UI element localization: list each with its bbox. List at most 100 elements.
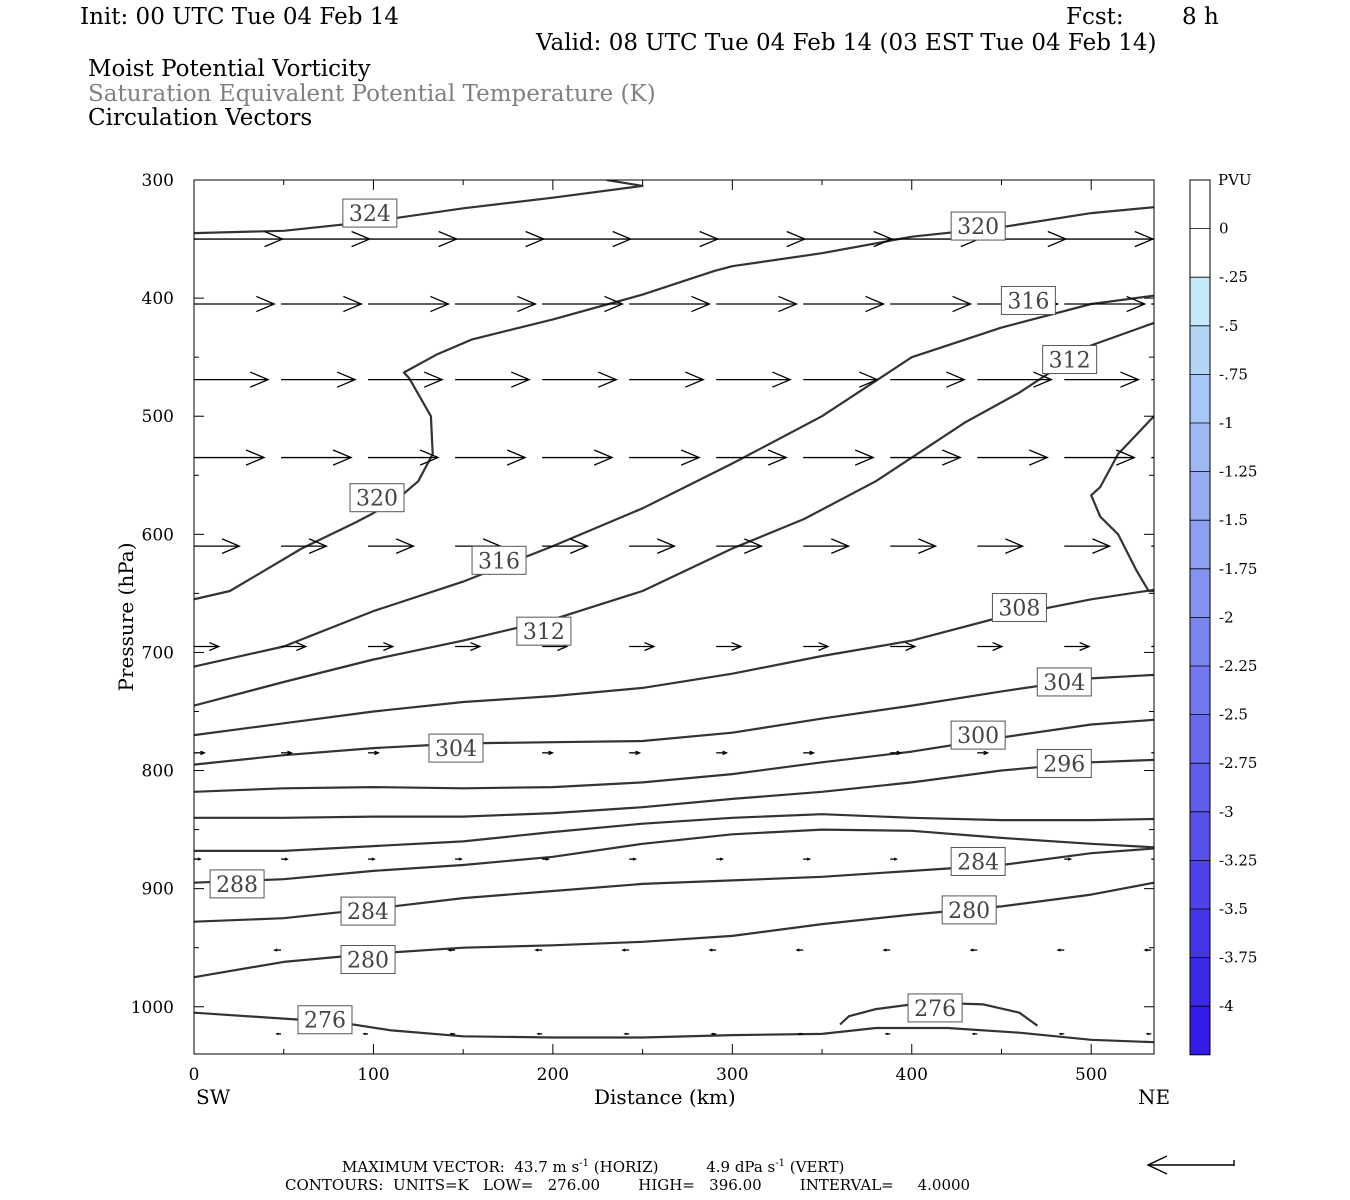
y-tick-label: 500 — [142, 407, 174, 427]
circulation-vector — [281, 641, 308, 652]
reference-vector — [1146, 1155, 1235, 1175]
colorbar-label: -1.75 — [1219, 560, 1257, 578]
y-tick-label: 600 — [142, 525, 174, 545]
colorbar-label: -3 — [1219, 803, 1234, 821]
circulation-vector — [194, 371, 270, 388]
contour-line-288 — [194, 828, 1154, 884]
colorbar-swatch — [1190, 180, 1210, 229]
y-tick-label: 300 — [142, 171, 174, 191]
circulation-vector — [716, 230, 807, 248]
contour-line-324 — [194, 180, 644, 235]
x-tick-label: 400 — [896, 1065, 928, 1085]
x-tick-label: 500 — [1075, 1065, 1107, 1085]
contour-label-text: 284 — [957, 850, 999, 875]
circulation-vector — [368, 857, 376, 861]
circulation-vector — [977, 750, 990, 756]
contour-label-text: 280 — [948, 899, 990, 924]
circulation-vector — [368, 538, 416, 554]
contour-label: 320 — [950, 211, 1006, 241]
colorbar-label: -4 — [1219, 997, 1234, 1015]
circulation-vector — [795, 948, 804, 952]
circulation-vector — [977, 538, 1025, 554]
field-mpv-title: Moist Potential Vorticity — [88, 56, 371, 82]
x-tick-label: 100 — [357, 1065, 389, 1085]
circulation-vector — [1151, 456, 1154, 459]
contour-label: 276 — [297, 1005, 353, 1035]
circulation-vector — [368, 750, 381, 756]
colorbar-swatch — [1190, 617, 1210, 666]
circulation-vector — [629, 641, 656, 652]
circulation-vector — [1151, 752, 1154, 754]
circulation-vector — [1151, 645, 1154, 648]
circulation-vector — [1064, 449, 1136, 466]
circulation-vector — [455, 371, 531, 388]
circulation-vector — [455, 857, 463, 861]
field-vectors-title: Circulation Vectors — [88, 105, 313, 131]
y-tick-label: 1000 — [131, 998, 174, 1018]
contour-label: 280 — [340, 945, 396, 975]
circulation-vector — [281, 750, 294, 756]
circulation-vector — [629, 750, 642, 756]
colorbar-swatch — [1190, 423, 1210, 472]
circulation-vector — [629, 230, 720, 248]
circulation-vector — [716, 449, 788, 466]
circulation-vector — [710, 1032, 717, 1036]
contour-label-text: 304 — [1043, 671, 1085, 696]
x-end-label-sw: SW — [196, 1085, 231, 1109]
max-vector-note: MAXIMUM VECTOR: 43.7 m s-1 (HORIZ) 4.9 d… — [342, 1158, 845, 1176]
colorbar-label: -3.75 — [1219, 949, 1257, 967]
forecast-label: Fcst: — [1066, 4, 1124, 30]
circulation-vector — [1143, 948, 1152, 952]
contour-label: 284 — [340, 896, 396, 926]
circulation-vector — [890, 641, 917, 652]
circulation-vector — [1064, 371, 1141, 388]
circulation-vector — [890, 857, 899, 861]
circulation-vector — [281, 295, 364, 313]
circulation-vector — [1151, 858, 1154, 860]
contour-label: 316 — [1000, 285, 1056, 315]
vector-layer — [194, 230, 1154, 1036]
forecast-hours: 8 h — [1182, 4, 1219, 30]
circulation-vector — [542, 230, 633, 248]
circulation-vector — [281, 230, 372, 248]
contour-label: 296 — [1036, 748, 1092, 778]
circulation-vector — [536, 1032, 543, 1036]
contour-line-296 — [194, 758, 1154, 819]
circulation-vector — [542, 295, 625, 313]
colorbar-label: -.75 — [1219, 365, 1248, 383]
circulation-vector — [971, 1032, 978, 1036]
circulation-vector — [803, 371, 880, 388]
circulation-vector — [1064, 295, 1147, 313]
contour-label: 284 — [950, 846, 1006, 876]
circulation-vector — [542, 538, 590, 554]
contour-line-292 — [194, 813, 1154, 853]
colorbar-swatch — [1190, 811, 1210, 861]
colorbar-label: -1 — [1219, 414, 1234, 432]
contour-label-text: 312 — [1049, 349, 1091, 374]
colorbar-swatch — [1190, 1006, 1210, 1055]
contour-label: 320 — [349, 483, 405, 513]
circulation-vector — [716, 857, 725, 861]
circulation-vector — [890, 750, 903, 756]
contour-label: 300 — [950, 720, 1006, 750]
contour-label-text: 324 — [349, 202, 391, 227]
colorbar: 0 -.25 -.5 -.75 -1 -1.25 -1.5 -1.75 -2 -2.25 -2.5 -… — [1189, 179, 1257, 1056]
circulation-vector — [1064, 641, 1091, 652]
circulation-vector — [194, 641, 221, 652]
circulation-vector — [455, 449, 527, 466]
contour-line-aux-14 — [1090, 415, 1154, 593]
circulation-vector — [629, 538, 677, 554]
circulation-vector — [803, 538, 851, 554]
circulation-vector — [194, 857, 202, 861]
circulation-vector — [716, 371, 792, 388]
circulation-vector — [803, 857, 812, 861]
circulation-vector — [1064, 857, 1073, 861]
contour-line-300 — [194, 718, 1154, 793]
contour-label-text: 276 — [914, 997, 956, 1022]
colorbar-label: -.5 — [1219, 317, 1238, 335]
circulation-vector — [368, 449, 440, 466]
x-end-label-ne: NE — [1138, 1085, 1170, 1109]
contour-label: 312 — [516, 616, 572, 646]
circulation-vector — [890, 538, 938, 554]
circulation-vector — [716, 641, 743, 652]
